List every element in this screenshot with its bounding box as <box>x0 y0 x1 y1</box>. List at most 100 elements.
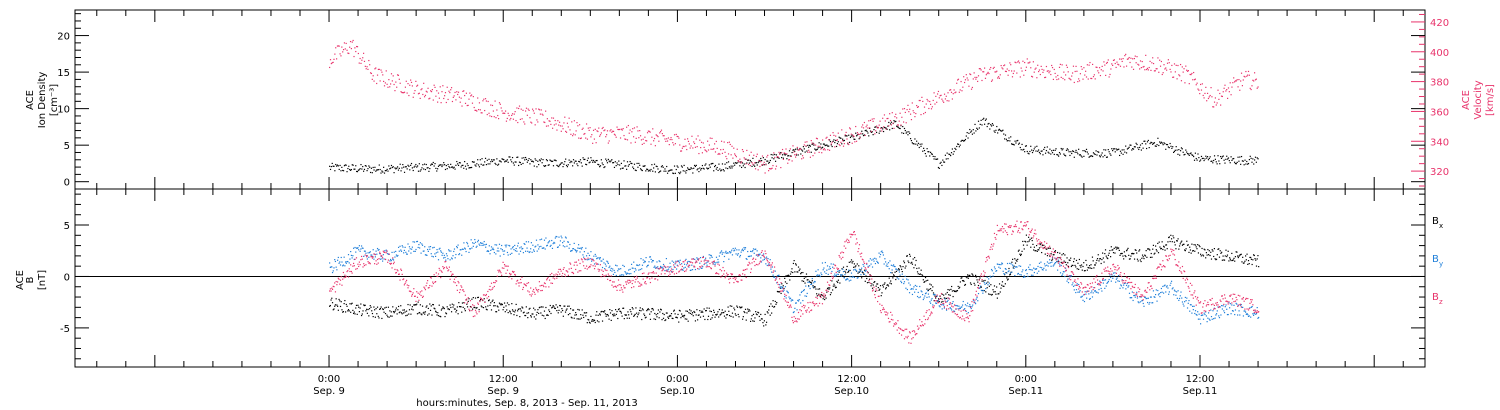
density-point <box>894 121 896 123</box>
By-point <box>771 271 773 273</box>
Bx-point <box>895 278 897 281</box>
Bx-point <box>1234 256 1237 258</box>
density-point <box>755 162 758 164</box>
velocity-point <box>589 127 591 129</box>
Bz-point <box>400 269 403 272</box>
density-point <box>654 171 656 173</box>
By-point <box>1100 287 1102 290</box>
density-point <box>1013 144 1015 146</box>
By-point <box>585 247 587 249</box>
velocity-point <box>620 128 623 130</box>
density-point <box>999 129 1001 131</box>
density-point <box>498 163 500 165</box>
Bx-point <box>567 314 570 316</box>
velocity-point <box>535 108 537 110</box>
Bx-point <box>976 279 978 281</box>
By-point <box>564 236 567 238</box>
By-point <box>452 255 454 257</box>
velocity-point <box>1091 77 1093 80</box>
velocity-point <box>1051 64 1053 67</box>
density-point <box>1070 151 1072 153</box>
velocity-point <box>814 152 816 154</box>
density-point <box>1134 146 1136 148</box>
By-point <box>475 246 477 248</box>
velocity-point <box>520 108 522 110</box>
By-point <box>347 254 350 256</box>
velocity-point <box>501 110 503 112</box>
density-point <box>1199 160 1201 162</box>
By-point <box>376 247 379 250</box>
velocity-point <box>1024 61 1026 64</box>
density-point <box>503 159 505 161</box>
Bx-point <box>372 315 374 318</box>
Bx-point <box>345 303 347 306</box>
By-point <box>1127 286 1129 288</box>
density-point <box>993 130 995 132</box>
velocity-point <box>699 139 701 141</box>
velocity-point <box>843 143 845 145</box>
density-point <box>733 162 735 164</box>
Bz-point <box>354 258 356 260</box>
velocity-point <box>1087 78 1089 80</box>
density-point <box>1067 149 1069 151</box>
Bx-point <box>563 305 565 307</box>
density-point <box>909 132 911 134</box>
density-point <box>416 166 418 168</box>
density-point <box>432 161 434 164</box>
Bx-point <box>961 277 963 279</box>
By-point <box>1118 280 1120 282</box>
Bx-point <box>424 311 427 313</box>
density-point <box>1006 140 1008 142</box>
Bx-point <box>494 305 496 307</box>
velocity-point <box>891 112 893 114</box>
density-point <box>423 168 425 170</box>
By-point <box>1141 300 1143 302</box>
velocity-point <box>815 137 818 139</box>
Bx-point <box>848 261 850 263</box>
velocity-point <box>490 104 492 106</box>
velocity-point <box>629 129 631 131</box>
velocity-point <box>924 111 926 114</box>
velocity-point <box>954 92 956 94</box>
velocity-point <box>847 142 849 144</box>
velocity-point <box>564 116 566 118</box>
density-point <box>1257 158 1259 160</box>
By-point <box>375 250 377 252</box>
Bx-point <box>763 320 765 322</box>
Bz-point <box>355 257 358 259</box>
By-point <box>980 289 983 291</box>
density-point <box>815 149 818 151</box>
density-point <box>366 170 368 172</box>
density-point <box>1074 151 1076 153</box>
Bx-point <box>1179 243 1181 245</box>
Bx-point <box>1136 258 1139 260</box>
Bz-point <box>345 276 347 278</box>
Bx-point <box>963 280 965 282</box>
By-point <box>828 268 830 270</box>
Bx-point <box>1033 249 1035 251</box>
Bx-point <box>1127 247 1129 250</box>
density-point <box>558 165 560 168</box>
velocity-point <box>652 128 654 130</box>
Bx-point <box>1242 262 1245 264</box>
density-point <box>923 149 926 152</box>
Bx-point <box>794 271 796 273</box>
By-point <box>768 264 771 266</box>
By-point <box>711 256 713 258</box>
density-point <box>933 158 935 160</box>
velocity-point <box>511 114 513 117</box>
velocity-point <box>1217 89 1219 91</box>
density-point <box>989 128 991 130</box>
velocity-point <box>536 119 538 121</box>
By-point <box>743 246 745 249</box>
density-point <box>1207 159 1210 161</box>
Bx-point <box>551 306 554 308</box>
velocity-point <box>1109 73 1111 76</box>
By-point <box>1170 280 1173 282</box>
density-point <box>889 129 891 131</box>
By-point <box>1216 310 1218 312</box>
By-point <box>1219 306 1221 308</box>
Bx-point <box>421 305 424 307</box>
Bz-point <box>366 256 368 258</box>
density-point <box>935 158 937 160</box>
